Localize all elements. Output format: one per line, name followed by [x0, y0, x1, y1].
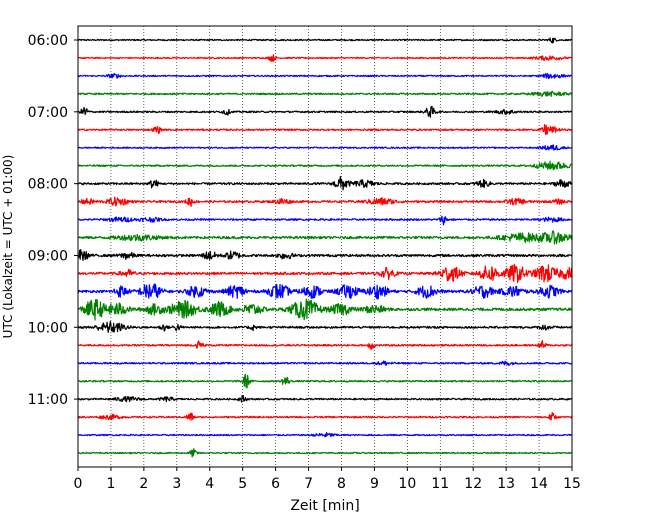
x-tick-label: 14	[530, 476, 548, 492]
x-tick-label: 12	[464, 476, 482, 492]
x-tick-label: 13	[497, 476, 515, 492]
seismic-trace	[77, 412, 573, 421]
seismic-trace	[77, 448, 573, 458]
x-tick-label: 11	[431, 476, 449, 492]
seismic-trace	[77, 144, 573, 151]
seismic-trace	[77, 90, 573, 98]
x-tick-label: 1	[106, 476, 115, 492]
y-tick-label: 07:00	[28, 105, 68, 121]
y-tick-label: 10:00	[28, 320, 68, 336]
vertical-grid	[110, 26, 540, 467]
seismic-trace	[77, 124, 573, 136]
x-tick-label: 2	[139, 476, 148, 492]
seismic-trace	[77, 105, 573, 118]
x-tick-label: 3	[172, 476, 181, 492]
y-tick-label: 06:00	[28, 33, 68, 49]
seismic-trace	[77, 37, 573, 44]
seismic-trace	[77, 320, 573, 333]
y-tick-label: 11:00	[28, 392, 68, 408]
seismic-trace	[77, 230, 573, 245]
x-tick-label: 15	[563, 476, 581, 492]
x-tick-label: 9	[370, 476, 379, 492]
seismic-trace	[77, 432, 573, 438]
seismic-trace	[77, 283, 573, 300]
seismic-trace	[77, 249, 573, 262]
x-tick-label: 4	[205, 476, 214, 492]
seismic-trace	[77, 176, 573, 191]
x-tick-label: 6	[271, 476, 280, 492]
seismic-trace	[77, 54, 573, 62]
y-axis-label: UTC (Lokalzeit = UTC + 01:00)	[1, 155, 15, 339]
x-tick-label: 8	[337, 476, 346, 492]
x-tick-label: 10	[398, 476, 416, 492]
seismic-trace	[77, 373, 573, 389]
y-tick-label: 09:00	[28, 248, 68, 264]
seismic-trace	[77, 263, 573, 284]
seismic-trace	[77, 196, 573, 207]
x-tick-label: 7	[304, 476, 313, 492]
y-tick-label: 08:00	[28, 177, 68, 193]
x-axis-ticks: 0 1 2 3 4 5 6 7 8 9 10 11 12 13 14 15	[74, 467, 581, 492]
seismic-trace	[77, 215, 573, 226]
seismic-trace	[77, 298, 573, 321]
seismic-trace	[77, 72, 573, 80]
x-tick-label: 0	[74, 476, 83, 492]
y-axis-ticks: 06:00 07:00 08:00 09:00 10:00 11:00	[28, 33, 78, 408]
plot-frame	[77, 25, 573, 468]
seismic-trace	[77, 340, 573, 351]
seismic-trace	[77, 394, 573, 403]
x-axis-label: Zeit [min]	[290, 498, 359, 514]
seismic-trace	[77, 160, 573, 171]
x-tick-label: 5	[238, 476, 247, 492]
seismic-trace	[77, 360, 573, 367]
seismic-traces	[77, 37, 573, 458]
